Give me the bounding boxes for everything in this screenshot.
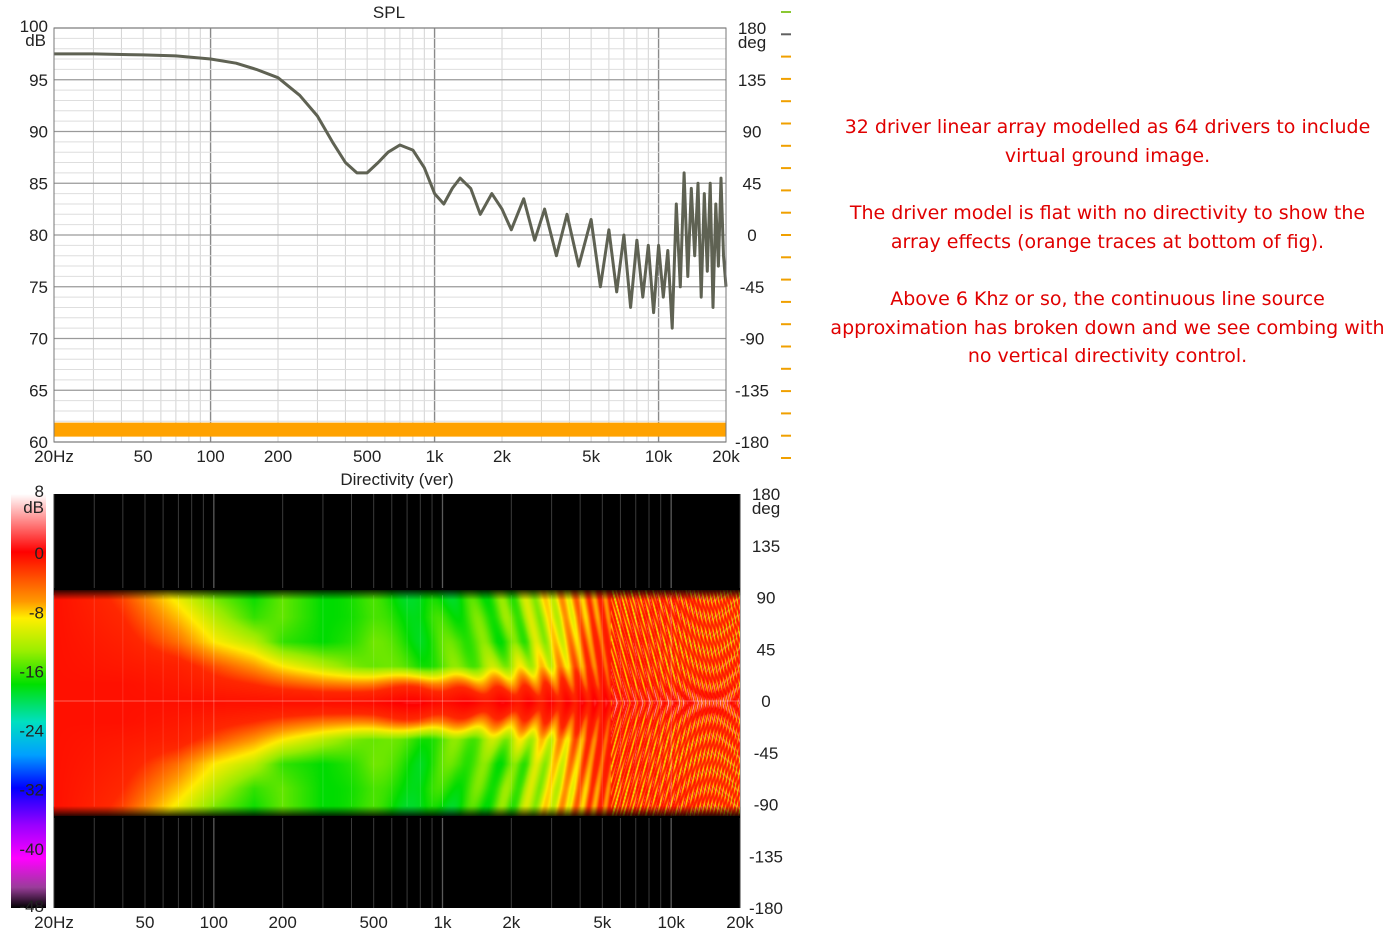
spl-y-tick-label: 75: [29, 278, 48, 297]
spl-y-tick-label: 65: [29, 381, 48, 400]
colorbar-tick-label: -40: [19, 840, 44, 859]
directivity-x-tick-label: 10k: [657, 913, 685, 932]
directivity-x-tick-label: 20k: [726, 913, 754, 932]
colorbar-tick-label: -48: [19, 897, 44, 916]
colorbar: [11, 494, 46, 908]
directivity-y-tick-label: 180: [752, 485, 780, 504]
directivity-y-unit: deg: [752, 499, 780, 518]
spl-x-tick-label: 1k: [426, 447, 444, 466]
spl-x-tick-label: 100: [196, 447, 224, 466]
spl-y2-tick-label: 135: [738, 71, 766, 90]
colorbar-unit: dB: [23, 498, 44, 517]
spl-y2-tick-label: -45: [740, 278, 765, 297]
spl-x-tick-label: 200: [264, 447, 292, 466]
directivity-y-tick-label: 135: [752, 537, 780, 556]
spl-x-tick-label: 20Hz: [34, 447, 74, 466]
spl-x-tick-label: 2k: [493, 447, 511, 466]
spl-y-tick-label: 90: [29, 123, 48, 142]
spl-x-axis: 20Hz 50 100 200 500 1k 2k 5k 10k 20k: [34, 447, 740, 466]
heatmap-top-fade: [54, 588, 740, 600]
spl-right-markers: [781, 11, 791, 459]
directivity-x-tick-label: 20Hz: [34, 913, 74, 932]
note-driver-model: The driver model is flat with no directi…: [849, 202, 1366, 253]
spl-y-tick-label: 100: [20, 17, 48, 36]
spl-y2-tick-label: 0: [747, 226, 756, 245]
spl-y2-tick-label: 90: [743, 123, 762, 142]
spl-y-tick-label: 60: [29, 433, 48, 452]
directivity-y-tick-label: 0: [761, 692, 770, 711]
spl-y2-unit: deg: [738, 33, 766, 52]
colorbar-tick-label: 8: [35, 482, 44, 501]
directivity-grid-overlay: [53, 595, 741, 807]
directivity-y-tick-label: -135: [749, 847, 783, 866]
spl-x-tick-label: 10k: [645, 447, 673, 466]
directivity-x-axis: 20Hz 50 100 200 500 1k 2k 5k 10k 20k: [34, 913, 754, 932]
directivity-y-tick-label: -45: [754, 744, 779, 763]
colorbar-tick-label: 0: [35, 544, 44, 563]
directivity-y-tick-label: 90: [757, 589, 776, 608]
spl-y2-tick-label: 180: [738, 19, 766, 38]
colorbar-tick-label: -32: [19, 781, 44, 800]
directivity-y-axis: 180 135 90 45 0 -45 -90 -135 -180 deg: [749, 485, 783, 918]
spl-plot-border: [53, 27, 727, 443]
figure: SPL 20Hz 50 100 200 500 1k 2k 5k 10k 20k 10095908…: [11, 3, 791, 932]
spl-y2-tick-label: -180: [735, 433, 769, 452]
spl-y-tick-label: 70: [29, 330, 48, 349]
directivity-x-tick-label: 100: [200, 913, 228, 932]
spl-chart-title: SPL: [373, 3, 405, 22]
directivity-x-tick-label: 2k: [502, 913, 520, 932]
directivity-heatmap: [54, 590, 740, 816]
colorbar-tick-label: -16: [19, 662, 44, 681]
note-combing: Above 6 Khz or so, the continuous line s…: [830, 288, 1385, 367]
directivity-chart-title: Directivity (ver): [340, 470, 453, 489]
spl-y-tick-label: 85: [29, 174, 48, 193]
directivity-y-tick-label: 45: [757, 640, 776, 659]
spl-y-tick-label: 80: [29, 226, 48, 245]
directivity-y-tick-label: -90: [754, 796, 779, 815]
spl-y2-tick-label: 45: [743, 174, 762, 193]
directivity-x-tick-label: 50: [136, 913, 155, 932]
heatmap-bottom-fade: [54, 806, 740, 818]
directivity-chart: Directivity (ver): [11, 470, 783, 932]
spl-y-tick-label: 95: [29, 71, 48, 90]
directivity-x-tick-label: 5k: [593, 913, 611, 932]
directivity-x-tick-label: 1k: [434, 913, 452, 932]
spl-chart: SPL 20Hz 50 100 200 500 1k 2k 5k 10k 20k 100 95 90 8…: [20, 3, 791, 466]
spl-y-unit: dB: [25, 31, 46, 50]
spl-y2-tick-label: -135: [735, 381, 769, 400]
annotation-notes: 32 driver linear array modelled as 64 dr…: [830, 113, 1385, 400]
directivity-x-tick-label: 500: [359, 913, 387, 932]
colorbar-tick-label: -24: [19, 722, 44, 741]
directivity-x-tick-label: 200: [268, 913, 296, 932]
spl-series-group: [53, 52, 728, 437]
spl-x-tick-label: 20k: [712, 447, 740, 466]
colorbar-tick-label: -8: [29, 603, 44, 622]
spl-x-tick-label: 50: [134, 447, 153, 466]
spl-x-tick-label: 5k: [582, 447, 600, 466]
spl-series-response: [54, 52, 728, 330]
spl-x-tick-label: 500: [353, 447, 381, 466]
note-array-model: 32 driver linear array modelled as 64 dr…: [844, 116, 1371, 167]
spl-grid: [53, 27, 727, 443]
directivity-y-tick-label: -180: [749, 899, 783, 918]
spl-y-axis-left: 100 95 90 85 80 75 70 65 60 dB: [20, 17, 48, 452]
colorbar-labels: 8 0 -8 -16 -24 -32 -40 -48 dB: [19, 482, 44, 916]
spl-y2-tick-label: -90: [740, 330, 765, 349]
spl-y-axis-right: 180 135 90 45 0 -45 -90 -135 -180 deg: [735, 19, 769, 452]
